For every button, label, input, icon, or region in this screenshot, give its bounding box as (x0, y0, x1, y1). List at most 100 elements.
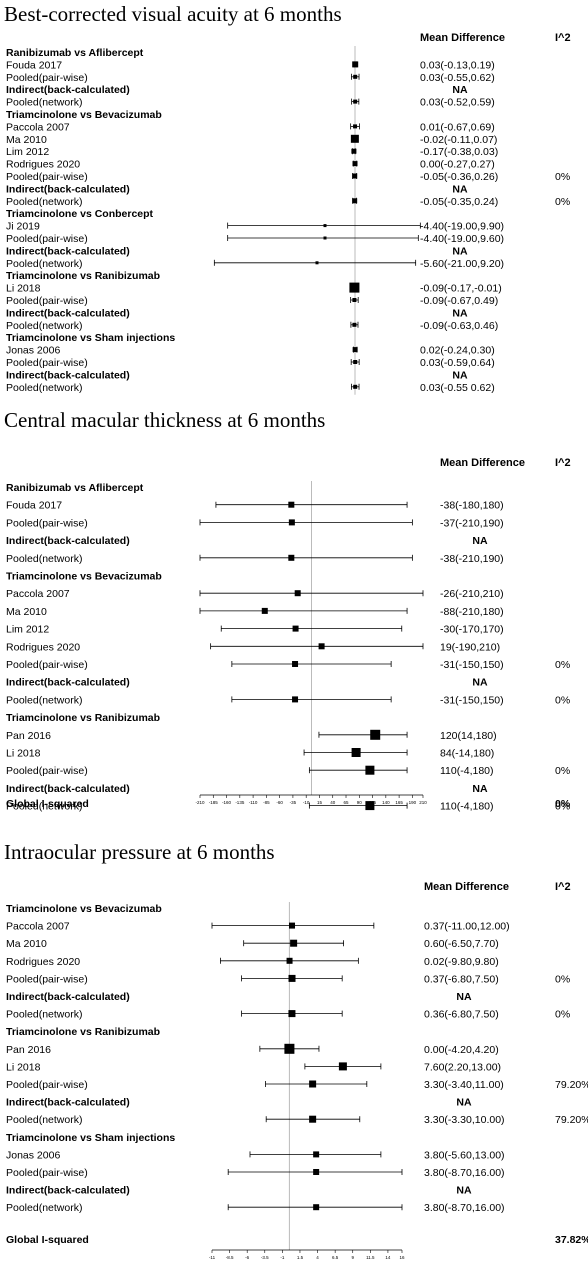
x-tick-label: 1.5 (297, 1255, 304, 1260)
ci-value: 7.60(2.20,13.00) (424, 1061, 501, 1073)
point-estimate (351, 148, 357, 154)
x-tick-label: 9 (351, 1255, 354, 1260)
row-label: Pooled(pair-wise) (6, 72, 88, 84)
row-label: Pooled(pair-wise) (6, 295, 88, 307)
point-estimate (288, 1010, 296, 1018)
row-label: Pooled(pair-wise) (6, 517, 88, 529)
ci-value: -26(-210,210) (440, 588, 504, 600)
ci-value: 0.03(-0.13,0.19) (420, 59, 495, 71)
x-tick-label: 65 (344, 800, 350, 805)
x-tick-label: 165 (395, 800, 403, 805)
x-tick-label: 90 (357, 800, 363, 805)
ci-value: 120(14,180) (440, 730, 497, 742)
point-estimate (290, 939, 298, 947)
row-label: Ma 2010 (6, 938, 47, 950)
row-label: Pan 2016 (6, 1044, 51, 1056)
x-tick-label: 115 (369, 800, 377, 805)
row-label: Rodrigues 2020 (6, 641, 80, 653)
ci-value: -31(-150,150) (440, 659, 504, 671)
row-label: Indirect(back-calculated) (6, 1185, 130, 1197)
row-label: Triamcinolone vs Ranibizumab (6, 1026, 160, 1038)
point-estimate (313, 1204, 320, 1211)
ci-value: -0.05(-0.35,0.24) (420, 196, 498, 208)
ci-value: 0.01(-0.67,0.69) (420, 121, 495, 133)
point-estimate (365, 765, 375, 775)
row-label: Indirect(back-calculated) (6, 245, 130, 257)
global-i2-value: 37.82% (555, 1234, 588, 1246)
i2-value: 79.20% (555, 1114, 588, 1126)
ci-value: 110(-4,180) (440, 765, 494, 777)
ci-value: -88(-210,180) (440, 606, 504, 618)
panel-title: Central macular thickness at 6 months (4, 408, 326, 432)
row-label: Pooled(pair-wise) (6, 1167, 88, 1179)
row-label: Ma 2010 (6, 134, 47, 146)
point-estimate (352, 322, 357, 327)
ci-value: 19(-190,210) (440, 641, 500, 653)
ci-value: -4.40(-19.00,9.60) (420, 233, 504, 245)
i2-value: 0% (555, 694, 570, 706)
ci-value: 0.60(-6.50,7.70) (424, 938, 499, 950)
x-tick-label: -135 (235, 800, 245, 805)
row-label: Indirect(back-calculated) (6, 677, 130, 689)
forest-plot-bcva-svg: Mean Difference I^2 Ranibizumab vs Afliber… (6, 32, 571, 395)
row-label: Pooled(network) (6, 553, 82, 565)
row-label: Pooled(network) (6, 694, 82, 706)
point-estimate (292, 625, 299, 632)
ci-value: 0.37(-6.80,7.50) (424, 973, 499, 985)
point-estimate (338, 1062, 347, 1071)
col-header-mean-difference: Mean Difference (420, 32, 505, 44)
row-label: Jonas 2006 (6, 345, 60, 357)
x-tick-label: -210 (195, 800, 205, 805)
row-label: Pan 2016 (6, 730, 51, 742)
row-label: Fouda 2017 (6, 500, 62, 512)
ci-value: -37(-210,190) (440, 517, 504, 529)
row-label: Pooled(pair-wise) (6, 171, 88, 183)
forest-plot-iop-svg: Mean Difference I^2 Triamcinolone vs Bevac… (6, 881, 588, 1260)
ci-value: 0.00(-0.27,0.27) (420, 159, 495, 171)
ci-value: -5.60(-21.00,9.20) (420, 258, 504, 270)
i2-value: 0% (555, 171, 570, 183)
ci-value: 0.02(-0.24,0.30) (420, 345, 495, 357)
point-estimate (353, 99, 358, 104)
ci-value: -38(-210,190) (440, 553, 504, 565)
row-label: Triamcinolone vs Ranibizumab (6, 712, 160, 724)
row-label: Triamcinolone vs Bevacizumab (6, 903, 162, 915)
row-label: Pooled(network) (6, 97, 82, 109)
row-label: Pooled(pair-wise) (6, 765, 88, 777)
ci-na: NA (472, 783, 488, 795)
x-tick-label: 190 (409, 800, 417, 805)
x-tick-label: 210 (419, 800, 427, 805)
row-label: Ranibizumab vs Aflibercept (6, 482, 144, 494)
row-label: Indirect(back-calculated) (6, 1097, 130, 1109)
ci-value: -0.09(-0.17,-0.01) (420, 283, 502, 295)
point-estimate (309, 1115, 317, 1123)
col-header-i2: I^2 (555, 881, 571, 893)
row-label: Pooled(network) (6, 1114, 82, 1126)
point-estimate (286, 957, 293, 964)
x-tick-label: 11.5 (366, 1255, 375, 1260)
point-estimate (323, 224, 327, 228)
point-estimate (284, 1043, 295, 1054)
row-label: Pooled(network) (6, 382, 82, 394)
row-label: Lim 2012 (6, 146, 49, 158)
point-estimate (288, 554, 295, 561)
row-label: Pooled(network) (6, 196, 82, 208)
row-label: Pooled(pair-wise) (6, 973, 88, 985)
x-tick-label: 140 (382, 800, 390, 805)
ci-value: 3.80(-8.70,16.00) (424, 1202, 505, 1214)
point-estimate (352, 198, 358, 204)
point-estimate (350, 134, 359, 143)
point-estimate (353, 124, 358, 129)
x-tick-label: 4 (316, 1255, 319, 1260)
ci-value: 0.03(-0.59,0.64) (420, 357, 495, 369)
row-label: Triamcinolone vs Bevacizumab (6, 571, 162, 583)
ci-na: NA (452, 245, 468, 257)
ci-value: 0.36(-6.80,7.50) (424, 1009, 499, 1021)
row-label: Pooled(network) (6, 320, 82, 332)
i2-value: 0% (555, 196, 570, 208)
ci-na: NA (452, 307, 468, 319)
point-estimate (351, 748, 361, 757)
i2-value: 0% (555, 659, 570, 671)
row-label: Triamcinolone vs Conbercept (6, 208, 154, 220)
col-header-mean-difference: Mean Difference (440, 457, 525, 469)
